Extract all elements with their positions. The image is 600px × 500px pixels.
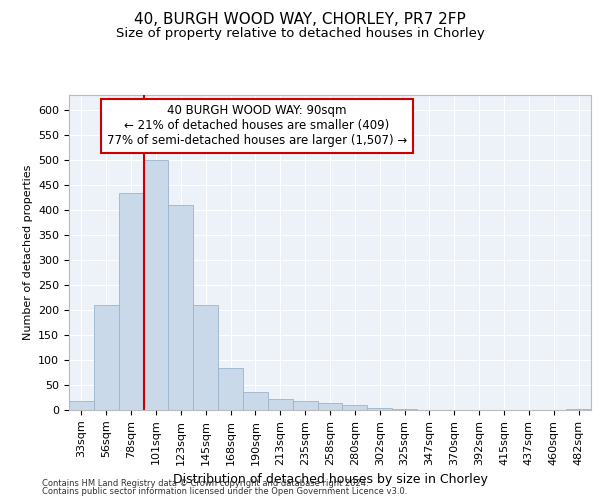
- Bar: [343, 405, 367, 410]
- Bar: [317, 403, 343, 410]
- Bar: [169, 205, 193, 410]
- Bar: [69, 401, 94, 410]
- Bar: [119, 192, 143, 410]
- Bar: [94, 305, 119, 410]
- Bar: [143, 160, 169, 410]
- Text: 40 BURGH WOOD WAY: 90sqm
← 21% of detached houses are smaller (409)
77% of semi-: 40 BURGH WOOD WAY: 90sqm ← 21% of detach…: [107, 104, 407, 148]
- Bar: [293, 401, 317, 410]
- X-axis label: Distribution of detached houses by size in Chorley: Distribution of detached houses by size …: [173, 473, 487, 486]
- Bar: [392, 409, 417, 410]
- Text: Contains HM Land Registry data © Crown copyright and database right 2024.: Contains HM Land Registry data © Crown c…: [42, 478, 368, 488]
- Text: 40, BURGH WOOD WAY, CHORLEY, PR7 2FP: 40, BURGH WOOD WAY, CHORLEY, PR7 2FP: [134, 12, 466, 28]
- Bar: [268, 399, 293, 410]
- Bar: [566, 408, 591, 410]
- Bar: [243, 392, 268, 410]
- Bar: [193, 305, 218, 410]
- Bar: [218, 368, 243, 410]
- Text: Contains public sector information licensed under the Open Government Licence v3: Contains public sector information licen…: [42, 487, 407, 496]
- Text: Size of property relative to detached houses in Chorley: Size of property relative to detached ho…: [116, 28, 484, 40]
- Y-axis label: Number of detached properties: Number of detached properties: [23, 165, 32, 340]
- Bar: [367, 408, 392, 410]
